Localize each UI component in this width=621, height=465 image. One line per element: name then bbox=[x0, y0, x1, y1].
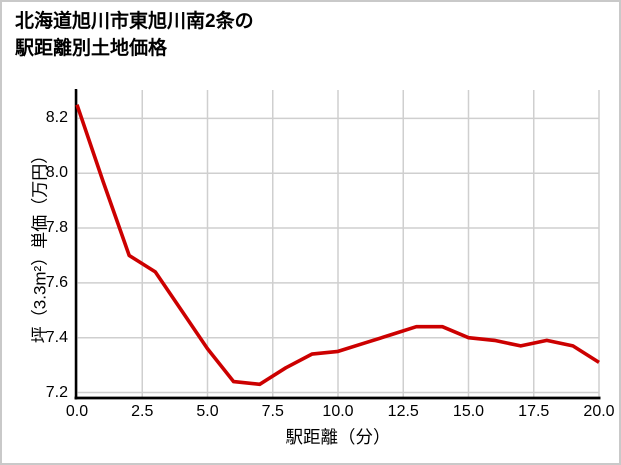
price-line-series bbox=[75, 104, 600, 387]
x-tick-label: 17.5 bbox=[518, 403, 550, 420]
x-tick-label: 10.0 bbox=[322, 403, 354, 420]
y-tick-label: 7.6 bbox=[45, 273, 68, 291]
x-tick-label: 7.5 bbox=[261, 403, 284, 420]
x-axis-label: 駅距離（分） bbox=[285, 427, 391, 447]
chart-title: 北海道旭川市東旭川南2条の 駅距離別土地価格 bbox=[15, 8, 254, 62]
y-tick-label: 8.2 bbox=[45, 109, 68, 127]
y-tick-label: 8.0 bbox=[45, 164, 68, 182]
y-tick-label: 7.4 bbox=[45, 328, 68, 346]
x-tick-label: 12.5 bbox=[387, 403, 419, 420]
x-tick-label: 0.0 bbox=[65, 403, 89, 420]
chart-title-line1: 北海道旭川市東旭川南2条の bbox=[15, 11, 254, 32]
y-tick-label: 7.2 bbox=[45, 383, 68, 401]
x-tick-label: 15.0 bbox=[452, 403, 485, 420]
x-tick-label: 2.5 bbox=[131, 403, 154, 420]
chart-title-line2: 駅距離別土地価格 bbox=[15, 38, 168, 59]
x-tick-label: 20.0 bbox=[583, 403, 615, 420]
y-axis-label: 坪（3.3m²）単価（万円） bbox=[30, 146, 50, 344]
x-tick-label: 5.0 bbox=[196, 403, 219, 420]
y-tick-label: 7.8 bbox=[45, 219, 68, 237]
